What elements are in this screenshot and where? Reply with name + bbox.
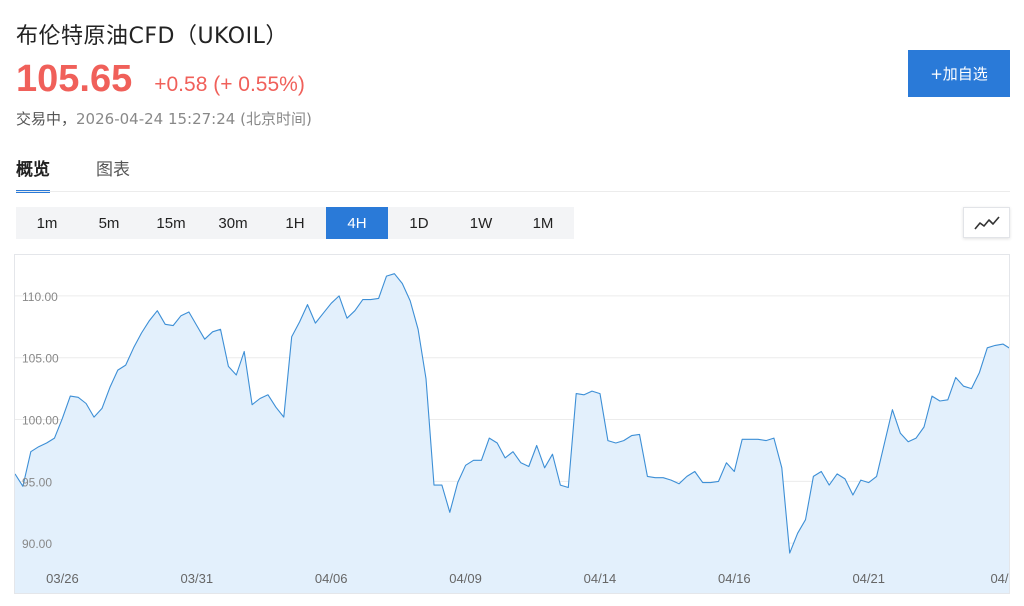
range-1d[interactable]: 1D — [409, 214, 429, 232]
x-tick-label: 04/09 — [449, 571, 482, 586]
tab-divider — [16, 191, 1010, 192]
x-tick-label: 04/14 — [584, 571, 617, 586]
range-1mo[interactable]: 1M — [532, 214, 554, 232]
range-1m[interactable]: 1m — [36, 214, 58, 232]
y-tick-label: 105.00 — [22, 352, 59, 366]
range-15m[interactable]: 15m — [156, 214, 186, 232]
price-change: +0.58 (+ 0.55%) — [154, 73, 305, 96]
y-tick-label: 110.00 — [22, 290, 58, 304]
price-line — [15, 273, 1009, 554]
x-tick-label: 03/26 — [46, 571, 79, 586]
price-area — [15, 273, 1009, 593]
tab-chart[interactable]: 图表 — [96, 160, 130, 180]
price-chart-svg: 110.00105.00100.0095.0090.0085.0003/2603… — [15, 273, 1010, 593]
chart-type-button[interactable] — [963, 207, 1010, 238]
y-tick-label: 100.00 — [22, 414, 59, 428]
x-tick-label: 03/31 — [181, 571, 214, 586]
status-timestamp: 2026-04-24 15:27:24 (北京时间) — [76, 110, 312, 128]
add-watchlist-button[interactable]: +加自选 — [908, 50, 1010, 97]
tab-bar: 概览 图表 — [16, 155, 176, 193]
x-tick-label: 04/21 — [852, 571, 885, 586]
page-title: 布伦特原油CFD（UKOIL） — [16, 24, 288, 49]
price-row: 105.65 +0.58 (+ 0.55%) — [16, 58, 305, 101]
price-chart[interactable]: 110.00105.00100.0095.0090.0085.0003/2603… — [14, 254, 1010, 594]
range-5m[interactable]: 5m — [98, 214, 120, 232]
range-1h[interactable]: 1H — [285, 214, 305, 232]
range-selector: 1m 5m 15m 30m 1H 4H 1D 1W 1M — [16, 207, 574, 239]
range-30m[interactable]: 30m — [218, 214, 248, 232]
status-label: 交易中， — [16, 110, 77, 128]
y-tick-label: 90.00 — [22, 537, 52, 551]
x-tick-label: 04/16 — [718, 571, 751, 586]
range-4h[interactable]: 4H — [326, 207, 388, 239]
range-1w[interactable]: 1W — [469, 214, 493, 232]
x-tick-label: 04/06 — [315, 571, 348, 586]
line-chart-icon — [973, 215, 1000, 230]
tab-overview[interactable]: 概览 — [16, 155, 50, 193]
trading-status: 交易中，2026-04-24 15:27:24 (北京时间) — [16, 108, 312, 129]
last-price: 105.65 — [16, 58, 133, 100]
y-tick-label: 95.00 — [22, 475, 52, 489]
x-tick-label: 04/2 — [990, 571, 1010, 586]
